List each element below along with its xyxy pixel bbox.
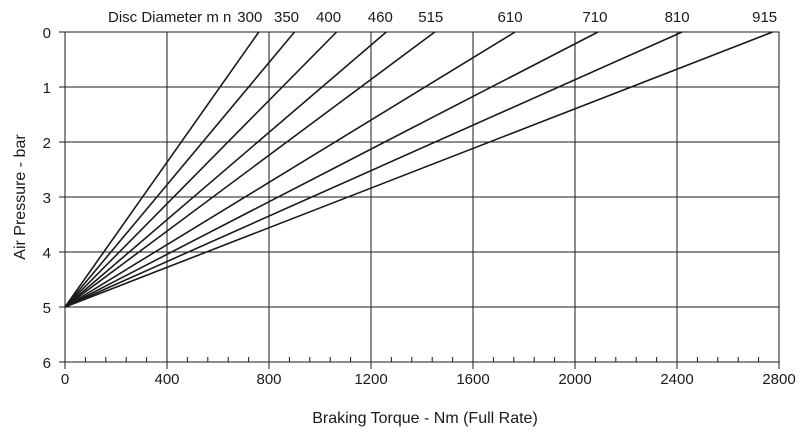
disc-diameter-label: Disc Diameter m n: [108, 9, 231, 26]
y-axis-title: Air Pressure - bar: [12, 134, 29, 260]
x-tick-label: 1200: [354, 371, 387, 388]
series-label-350: 350: [274, 9, 299, 26]
x-tick-labels: 0 400 800 1200 1600 2000 2400 2800: [61, 371, 796, 388]
series-line-460: [64, 31, 387, 308]
x-tick-label: 2800: [762, 371, 795, 388]
series-line-710: [64, 31, 599, 308]
x-tick-label: 1600: [456, 371, 489, 388]
series-label-710: 710: [582, 9, 607, 26]
series-line-610: [64, 31, 516, 308]
series-line-515: [64, 31, 436, 308]
series-labels: 300 350 400 460 515 610 710 810 915: [237, 9, 777, 26]
series-label-400: 400: [316, 9, 341, 26]
y-tick-label: 4: [43, 245, 51, 262]
series-label-810: 810: [665, 9, 690, 26]
series-label-300: 300: [237, 9, 262, 26]
grid: [59, 31, 780, 369]
x-axis-title: Braking Torque - Nm (Full Rate): [312, 410, 538, 427]
series-label-610: 610: [498, 9, 523, 26]
x-tick-label: 800: [256, 371, 281, 388]
series-label-915: 915: [752, 9, 777, 26]
series-line-810: [64, 31, 683, 308]
series-label-460: 460: [368, 9, 393, 26]
plot-frame: [64, 31, 780, 363]
y-tick-label: 3: [43, 190, 51, 207]
series-line-300: [64, 31, 260, 308]
y-tick-labels: 0 1 2 3 4 5 6: [43, 25, 51, 372]
x-tick-label: 0: [61, 371, 69, 388]
series-line-400: [64, 31, 338, 308]
y-tick-label: 0: [43, 25, 51, 42]
series-label-515: 515: [418, 9, 443, 26]
series-lines: [64, 31, 773, 308]
y-tick-label: 5: [43, 300, 51, 317]
series-line-915: [64, 31, 773, 308]
series-line-350: [64, 31, 296, 308]
y-tick-label: 2: [43, 135, 51, 152]
y-tick-label: 1: [43, 80, 51, 97]
x-tick-label: 400: [154, 371, 179, 388]
x-tick-label: 2400: [660, 371, 693, 388]
x-minor-ticks: [64, 357, 780, 362]
y-tick-label: 6: [43, 355, 51, 372]
x-tick-label: 2000: [558, 371, 591, 388]
